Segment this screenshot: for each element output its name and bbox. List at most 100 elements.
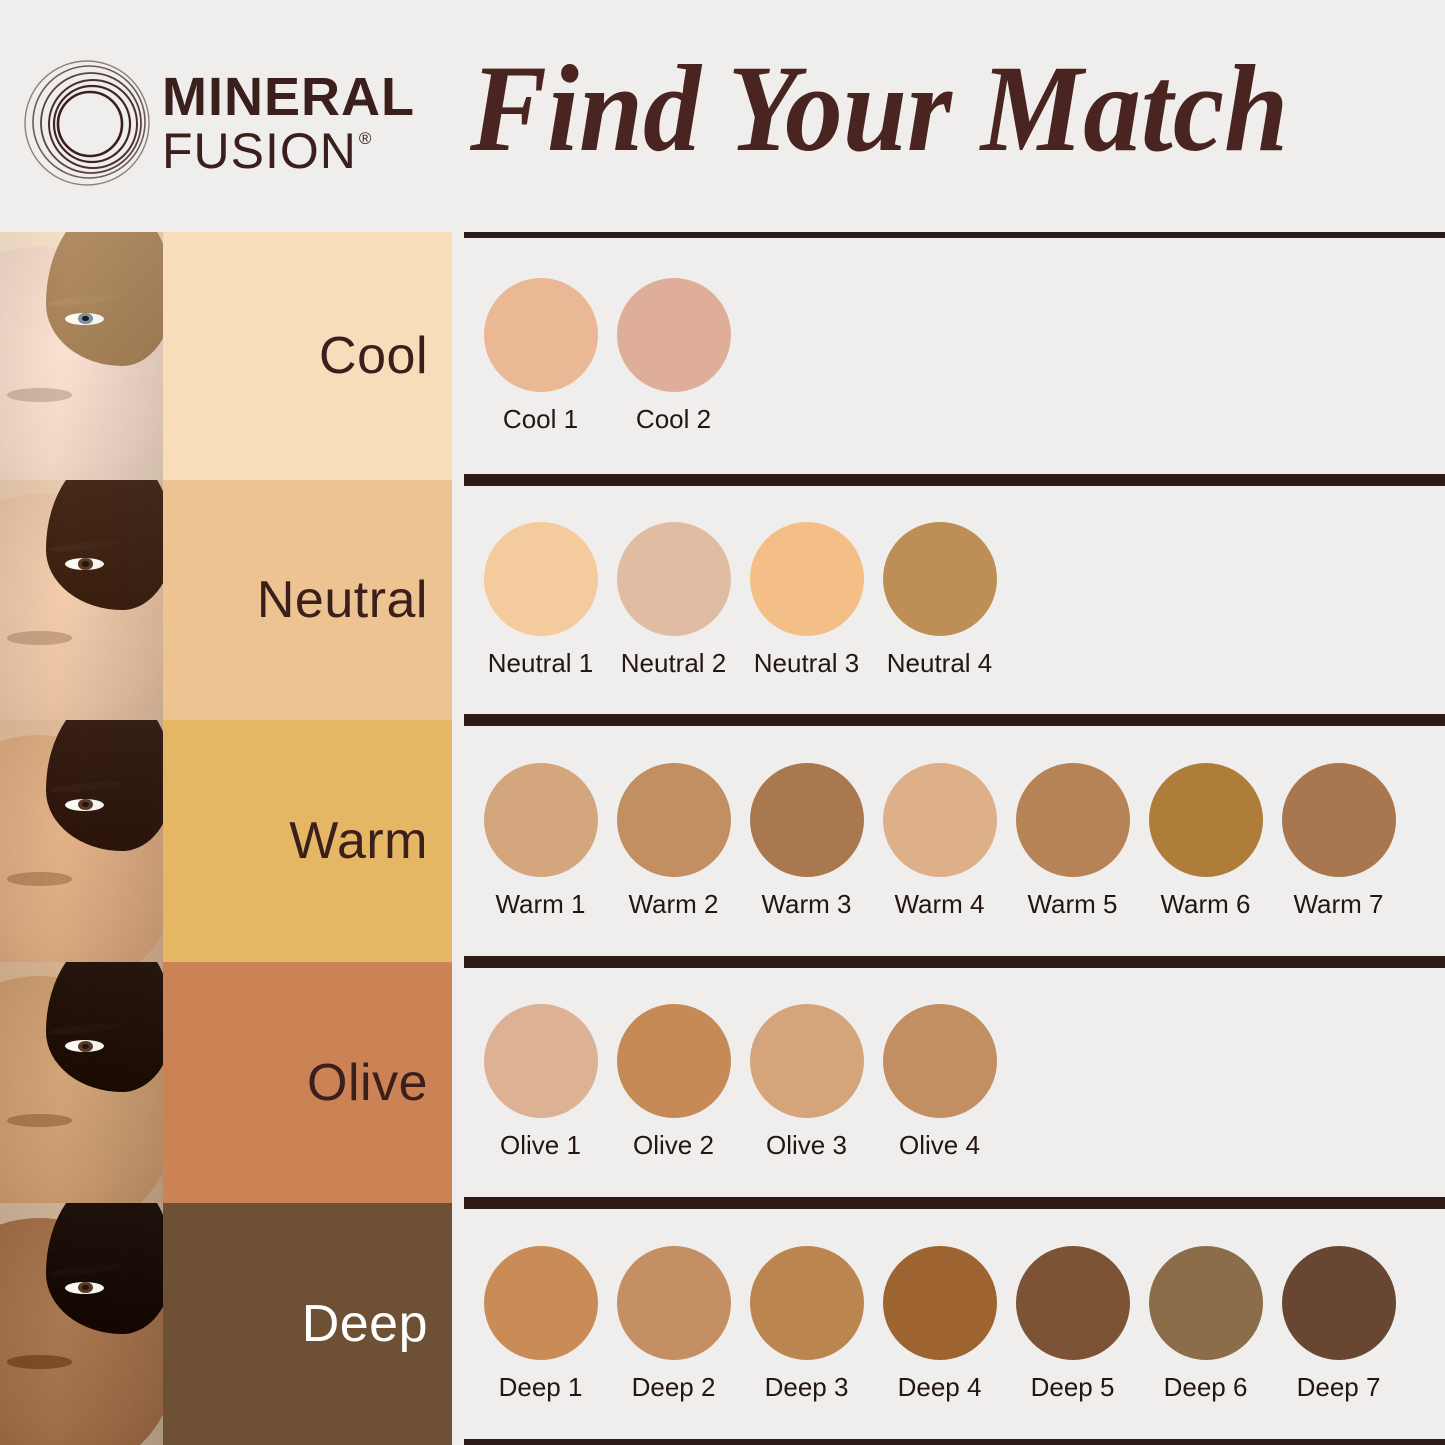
shade-swatch[interactable]: Neutral 2 — [607, 521, 740, 679]
shade-swatch[interactable]: Cool 2 — [607, 277, 740, 435]
shade-swatch[interactable]: Warm 2 — [607, 762, 740, 920]
shade-swatch[interactable]: Olive 4 — [873, 1004, 1006, 1161]
category-label-warm: Warm — [163, 720, 452, 962]
swatch-circle[interactable] — [616, 277, 731, 392]
shade-row-olive: Olive Olive 1 Olive 2 Olive 3 Olive 4 — [0, 962, 1445, 1203]
registered-trademark-icon: ® — [358, 129, 373, 148]
swatch-label: Olive 4 — [899, 1130, 980, 1160]
swatch-label: Deep 2 — [631, 1371, 716, 1402]
swatch-list: Neutral 1 Neutral 2 Neutral 3 Neutral 4 — [474, 521, 1006, 679]
swatch-list: Cool 1 Cool 2 — [474, 277, 740, 435]
model-eye — [65, 1281, 105, 1294]
swatch-circle[interactable] — [1148, 762, 1263, 877]
swatch-label: Deep 3 — [764, 1371, 849, 1402]
shade-swatch[interactable]: Warm 7 — [1272, 762, 1405, 920]
photo-shading — [0, 720, 163, 962]
swatch-label: Neutral 1 — [487, 647, 594, 678]
swatch-circle[interactable] — [616, 1004, 731, 1118]
swatch-circle[interactable] — [1015, 1245, 1130, 1360]
swatch-circle[interactable] — [483, 762, 598, 877]
shade-row-warm: Warm Warm 1 Warm 2 Warm 3 Warm 4 Warm 5 Warm 6… — [0, 720, 1445, 962]
swatch-circle[interactable] — [882, 1004, 997, 1118]
brand-logo: MINERAL FUSION ® — [22, 58, 415, 188]
shade-row-neutral: Neutral Neutral 1 Neutral 2 Neutral 3 Neutra… — [0, 480, 1445, 720]
swatch-circle[interactable] — [616, 1245, 731, 1360]
swatch-circle[interactable] — [749, 521, 864, 636]
swatch-circle[interactable] — [616, 762, 731, 877]
swatch-label: Cool 2 — [635, 403, 712, 434]
swatch-circle[interactable] — [483, 1004, 598, 1118]
swatch-circle[interactable] — [749, 1004, 864, 1118]
shade-swatch[interactable]: Deep 5 — [1006, 1245, 1139, 1403]
swatch-circle[interactable] — [616, 521, 731, 636]
swatch-label: Olive 3 — [766, 1130, 847, 1160]
brand-name-line-1: MINERAL — [162, 67, 415, 127]
brand-name-fusion: FUSION — [162, 123, 357, 179]
page-title: Find Your Match — [470, 40, 1289, 177]
shade-swatch[interactable]: Neutral 3 — [740, 521, 873, 679]
category-label-text: Cool — [319, 327, 428, 385]
category-label-text: Olive — [307, 1053, 428, 1112]
model-photo-deep — [0, 1203, 163, 1445]
category-label-olive: Olive — [163, 962, 452, 1203]
swatch-circle[interactable] — [749, 1245, 864, 1360]
shade-swatch[interactable]: Warm 4 — [873, 762, 1006, 920]
swatch-circle[interactable] — [1015, 762, 1130, 877]
shade-swatch[interactable]: Deep 3 — [740, 1245, 873, 1403]
shade-swatch[interactable]: Neutral 4 — [873, 521, 1006, 679]
swatch-label: Warm 6 — [1160, 888, 1251, 919]
shade-swatch[interactable]: Deep 7 — [1272, 1245, 1405, 1403]
model-lips — [6, 1113, 72, 1128]
photo-shading — [0, 480, 163, 720]
swatch-list: Deep 1 Deep 2 Deep 3 Deep 4 Deep 5 Deep 6 Deep… — [474, 1245, 1405, 1403]
shade-swatch[interactable]: Warm 3 — [740, 762, 873, 920]
swatch-label: Cool 1 — [502, 403, 579, 434]
shade-swatch[interactable]: Deep 4 — [873, 1245, 1006, 1403]
shade-swatch[interactable]: Olive 3 — [740, 1004, 873, 1161]
swatch-circle[interactable] — [749, 762, 864, 877]
model-lips — [6, 872, 72, 886]
model-photo-cool — [0, 232, 163, 480]
swatch-circle[interactable] — [882, 521, 997, 636]
shade-rows: Cool Cool 1 Cool 2 Neutral Neutral 1 Neutral … — [0, 232, 1445, 1445]
swatch-label: Neutral 3 — [753, 647, 860, 678]
swatch-circle[interactable] — [882, 762, 997, 877]
concentric-rings-logo-icon — [22, 58, 152, 188]
swatch-circle[interactable] — [483, 521, 598, 636]
shade-swatch[interactable]: Warm 6 — [1139, 762, 1272, 920]
panel-divider-top — [464, 962, 1445, 968]
category-label-text: Warm — [289, 812, 428, 870]
swatch-circle[interactable] — [1148, 1245, 1263, 1360]
panel-divider-bottom — [464, 714, 1445, 720]
shade-swatch[interactable]: Olive 1 — [474, 1004, 607, 1161]
swatch-circle[interactable] — [483, 1245, 598, 1360]
swatch-label: Deep 1 — [498, 1371, 583, 1402]
swatch-panel-olive: Olive 1 Olive 2 Olive 3 Olive 4 — [452, 962, 1445, 1203]
panel-divider-bottom — [464, 1439, 1445, 1445]
swatch-label: Warm 4 — [894, 888, 985, 919]
swatch-panel-deep: Deep 1 Deep 2 Deep 3 Deep 4 Deep 5 Deep 6 Deep… — [452, 1203, 1445, 1445]
shade-swatch[interactable]: Neutral 1 — [474, 521, 607, 679]
shade-swatch[interactable]: Warm 5 — [1006, 762, 1139, 920]
photo-shading — [0, 232, 163, 480]
swatch-circle[interactable] — [1281, 1245, 1396, 1360]
shade-swatch[interactable]: Deep 1 — [474, 1245, 607, 1403]
shade-swatch[interactable]: Olive 2 — [607, 1004, 740, 1161]
swatch-circle[interactable] — [882, 1245, 997, 1360]
shade-swatch[interactable]: Warm 1 — [474, 762, 607, 920]
swatch-circle[interactable] — [1281, 762, 1396, 877]
shade-swatch[interactable]: Deep 2 — [607, 1245, 740, 1403]
swatch-label: Warm 7 — [1293, 888, 1384, 919]
swatch-label: Deep 4 — [897, 1371, 982, 1402]
shade-swatch[interactable]: Deep 6 — [1139, 1245, 1272, 1403]
model-eye — [65, 1040, 105, 1053]
shade-swatch[interactable]: Cool 1 — [474, 277, 607, 435]
panel-divider-top — [464, 1203, 1445, 1209]
swatch-list: Olive 1 Olive 2 Olive 3 Olive 4 — [474, 1004, 1006, 1161]
swatch-label: Neutral 2 — [620, 647, 727, 678]
swatch-circle[interactable] — [483, 277, 598, 392]
swatch-label: Warm 2 — [628, 888, 719, 919]
swatch-panel-warm: Warm 1 Warm 2 Warm 3 Warm 4 Warm 5 Warm 6 Warm… — [452, 720, 1445, 962]
shade-row-deep: Deep Deep 1 Deep 2 Deep 3 Deep 4 Deep 5 Deep 6… — [0, 1203, 1445, 1445]
